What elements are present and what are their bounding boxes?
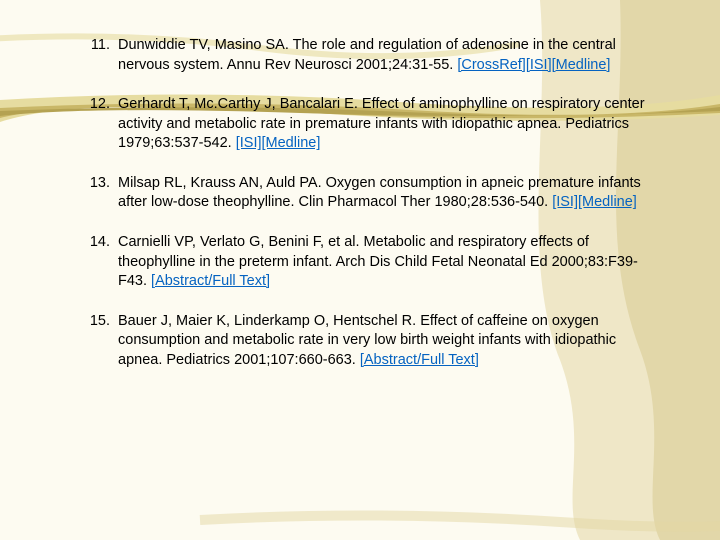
isi-link[interactable]: [ISI]	[236, 135, 262, 151]
abstract-fulltext-link[interactable]: [Abstract/Full Text]	[360, 352, 479, 368]
slide: Dunwiddie TV, Masino SA. The role and re…	[0, 0, 720, 540]
reference-list-container: Dunwiddie TV, Masino SA. The role and re…	[70, 36, 662, 370]
reference-list: Dunwiddie TV, Masino SA. The role and re…	[70, 36, 662, 370]
reference-item: Dunwiddie TV, Masino SA. The role and re…	[70, 36, 662, 75]
medline-link[interactable]: [Medline]	[552, 57, 611, 73]
reference-item: Bauer J, Maier K, Linderkamp O, Hentsche…	[70, 312, 662, 371]
reference-text: Gerhardt T, Mc.Carthy J, Bancalari E. Ef…	[118, 96, 645, 151]
medline-link[interactable]: [Medline]	[262, 135, 321, 151]
abstract-fulltext-link[interactable]: [Abstract/Full Text]	[151, 273, 270, 289]
crossref-link[interactable]: [CrossRef]	[457, 57, 526, 73]
medline-link[interactable]: [Medline]	[578, 194, 637, 210]
isi-link[interactable]: [ISI]	[526, 57, 552, 73]
reference-item: Milsap RL, Krauss AN, Auld PA. Oxygen co…	[70, 174, 662, 213]
reference-item: Gerhardt T, Mc.Carthy J, Bancalari E. Ef…	[70, 95, 662, 154]
reference-item: Carnielli VP, Verlato G, Benini F, et al…	[70, 233, 662, 292]
isi-link[interactable]: [ISI]	[552, 194, 578, 210]
